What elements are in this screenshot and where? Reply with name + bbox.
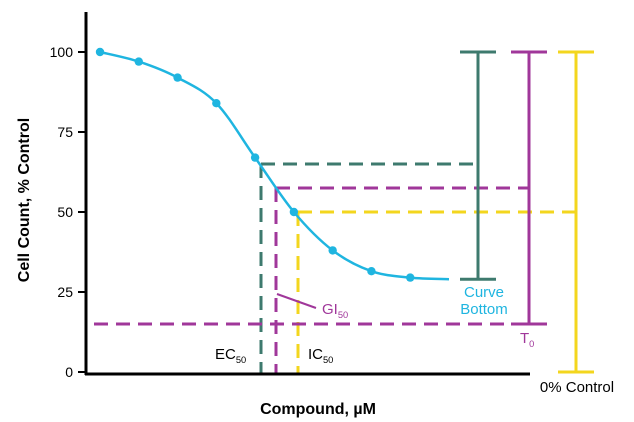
- curve-bottom-label: Bottom: [460, 301, 508, 318]
- data-point: [328, 246, 337, 255]
- guide-lines: [94, 50, 594, 374]
- curve-line: [99, 50, 450, 281]
- dose-response-curve: [95, 47, 450, 282]
- zero-control-bar: [558, 50, 594, 374]
- x-axis-label: Compound, µM: [260, 401, 376, 418]
- ec50-label: EC50: [215, 346, 246, 365]
- data-point: [95, 47, 105, 57]
- zero-control-label: 0% Control: [540, 379, 614, 396]
- axes: 0 25 50 75 100: [50, 12, 530, 380]
- curve-bottom-label: Curve: [464, 284, 504, 301]
- y-tick-label: 0: [65, 364, 73, 380]
- gi50-label: GI50: [322, 301, 348, 320]
- y-tick-label: 100: [50, 44, 74, 60]
- gi50-pointer: [276, 293, 317, 309]
- data-point: [173, 73, 182, 82]
- data-point: [250, 153, 260, 162]
- y-tick-label: 75: [57, 124, 73, 140]
- t0-bar: [511, 50, 547, 326]
- t0-label: T0: [520, 330, 534, 349]
- data-point: [289, 207, 299, 217]
- y-tick-label: 25: [57, 284, 73, 300]
- ic50-label: IC50: [308, 346, 333, 365]
- curve-bottom-bar: [460, 50, 496, 281]
- data-point: [367, 267, 376, 276]
- y-tick-label: 50: [57, 204, 73, 220]
- data-point: [212, 99, 221, 108]
- data-point: [406, 273, 415, 282]
- data-point: [134, 57, 143, 66]
- y-axis-label: Cell Count, % Control: [16, 118, 33, 282]
